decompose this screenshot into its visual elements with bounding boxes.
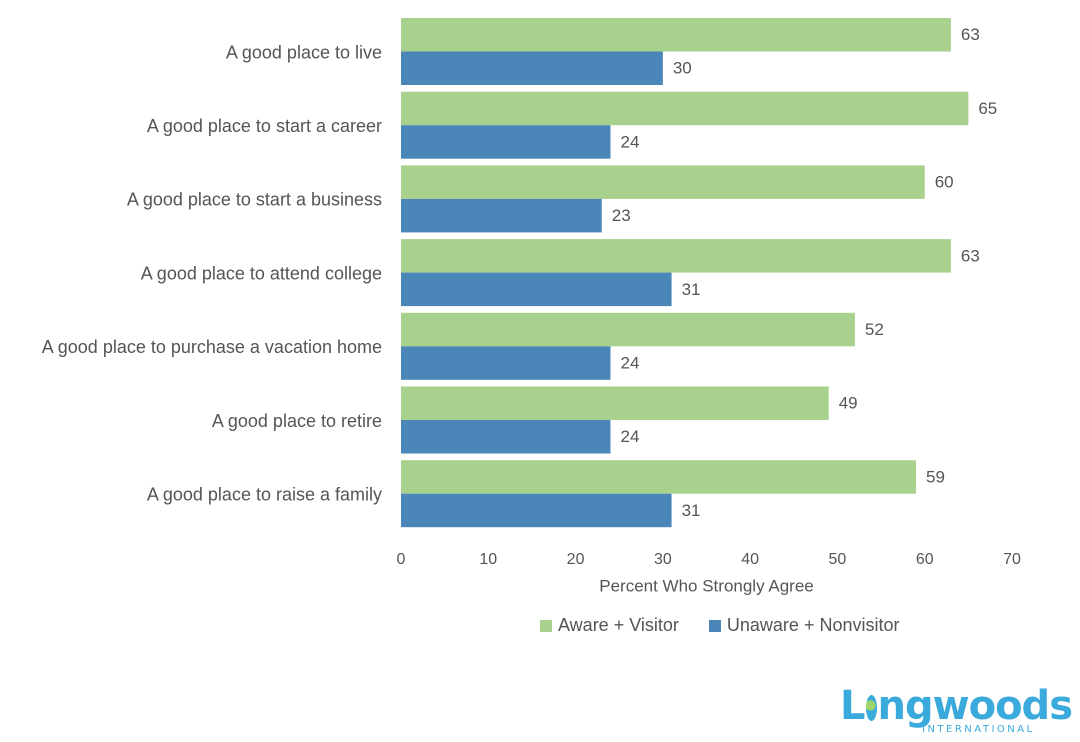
category-label-a-good-place-to-live: A good place to live [226,42,382,62]
legend-swatch-aware-visitor [540,619,552,632]
x-tick-label-60: 60 [916,551,934,568]
data-label-aware-visitor-a-good-place-to-attend-college: 63 [961,246,980,265]
x-tick-label-10: 10 [479,551,497,568]
data-label-unaware-nonvisitor-a-good-place-to-live: 30 [673,59,692,78]
legend-item-unaware-nonvisitor: Unaware + Nonvisitor [708,615,900,636]
bar-aware-visitor-a-good-place-to-purchase-a-vacation-home [401,312,855,347]
bar-unaware-nonvisitor-a-good-place-to-attend-college [401,272,672,307]
logo-subtitle: INTERNATIONAL [922,724,1035,735]
category-label-a-good-place-to-raise-a-family: A good place to raise a family [147,484,382,504]
x-tick-label-30: 30 [654,551,672,568]
bar-aware-visitor-a-good-place-to-start-a-career [401,91,969,126]
legend-swatch-unaware-nonvisitor [708,619,721,632]
logo-text-start: L [840,683,865,729]
x-tick-label-20: 20 [567,551,585,568]
x-tick-label-70: 70 [1003,551,1021,568]
bar-unaware-nonvisitor-a-good-place-to-start-a-career [401,125,611,159]
x-tick-label-0: 0 [397,551,406,568]
data-label-aware-visitor-a-good-place-to-live: 63 [961,25,980,44]
category-label-a-good-place-to-start-a-career: A good place to start a career [147,116,382,136]
data-label-aware-visitor-a-good-place-to-purchase-a-vacation-home: 52 [865,320,884,339]
globe-icon [865,695,877,721]
legend-item-aware-visitor: Aware + Visitor [540,615,679,636]
x-tick-label-50: 50 [829,551,847,568]
bar-chart: A good place to live 63 30 A good place to … [42,18,1021,595]
bar-aware-visitor-a-good-place-to-start-a-business [401,165,925,199]
data-label-unaware-nonvisitor-a-good-place-to-start-a-business: 23 [612,206,631,225]
logo-text-end: ngwoods [877,683,1073,729]
bar-unaware-nonvisitor-a-good-place-to-retire [401,420,611,454]
bar-unaware-nonvisitor-a-good-place-to-raise-a-family [401,493,672,528]
data-label-unaware-nonvisitor-a-good-place-to-attend-college: 31 [682,280,701,299]
longwoods-logo: L ngwoods INTERNATIONAL [840,683,1073,740]
x-axis-title: Percent Who Strongly Agree [599,576,814,595]
legend-label-unaware-nonvisitor: Unaware + Nonvisitor [726,615,900,635]
data-label-aware-visitor-a-good-place-to-start-a-business: 60 [935,173,954,192]
data-label-aware-visitor-a-good-place-to-raise-a-family: 59 [926,467,945,486]
data-label-aware-visitor-a-good-place-to-start-a-career: 65 [978,99,997,118]
bar-aware-visitor-a-good-place-to-retire [401,386,829,420]
data-label-unaware-nonvisitor-a-good-place-to-raise-a-family: 31 [682,501,701,520]
category-label-a-good-place-to-attend-college: A good place to attend college [141,263,382,283]
bar-unaware-nonvisitor-a-good-place-to-purchase-a-vacation-home [401,346,611,380]
data-label-aware-visitor-a-good-place-to-retire: 49 [839,394,858,413]
data-label-unaware-nonvisitor-a-good-place-to-start-a-career: 24 [620,132,639,151]
legend-label-aware-visitor: Aware + Visitor [558,615,679,635]
data-label-unaware-nonvisitor-a-good-place-to-purchase-a-vacation-home: 24 [620,354,639,373]
bar-aware-visitor-a-good-place-to-raise-a-family [401,460,916,494]
bar-unaware-nonvisitor-a-good-place-to-live [401,51,663,85]
bar-unaware-nonvisitor-a-good-place-to-start-a-business [401,198,602,233]
category-label-a-good-place-to-start-a-business: A good place to start a business [127,190,382,210]
data-label-unaware-nonvisitor-a-good-place-to-retire: 24 [620,427,639,446]
category-label-a-good-place-to-retire: A good place to retire [212,411,382,431]
chart-legend: Aware + Visitor Unaware + Nonvisitor [540,615,899,636]
x-tick-label-40: 40 [741,551,759,568]
bar-aware-visitor-a-good-place-to-attend-college [401,239,951,273]
bar-aware-visitor-a-good-place-to-live [401,18,951,52]
category-label-a-good-place-to-purchase-a-vacation-home: A good place to purchase a vacation home [42,337,382,357]
